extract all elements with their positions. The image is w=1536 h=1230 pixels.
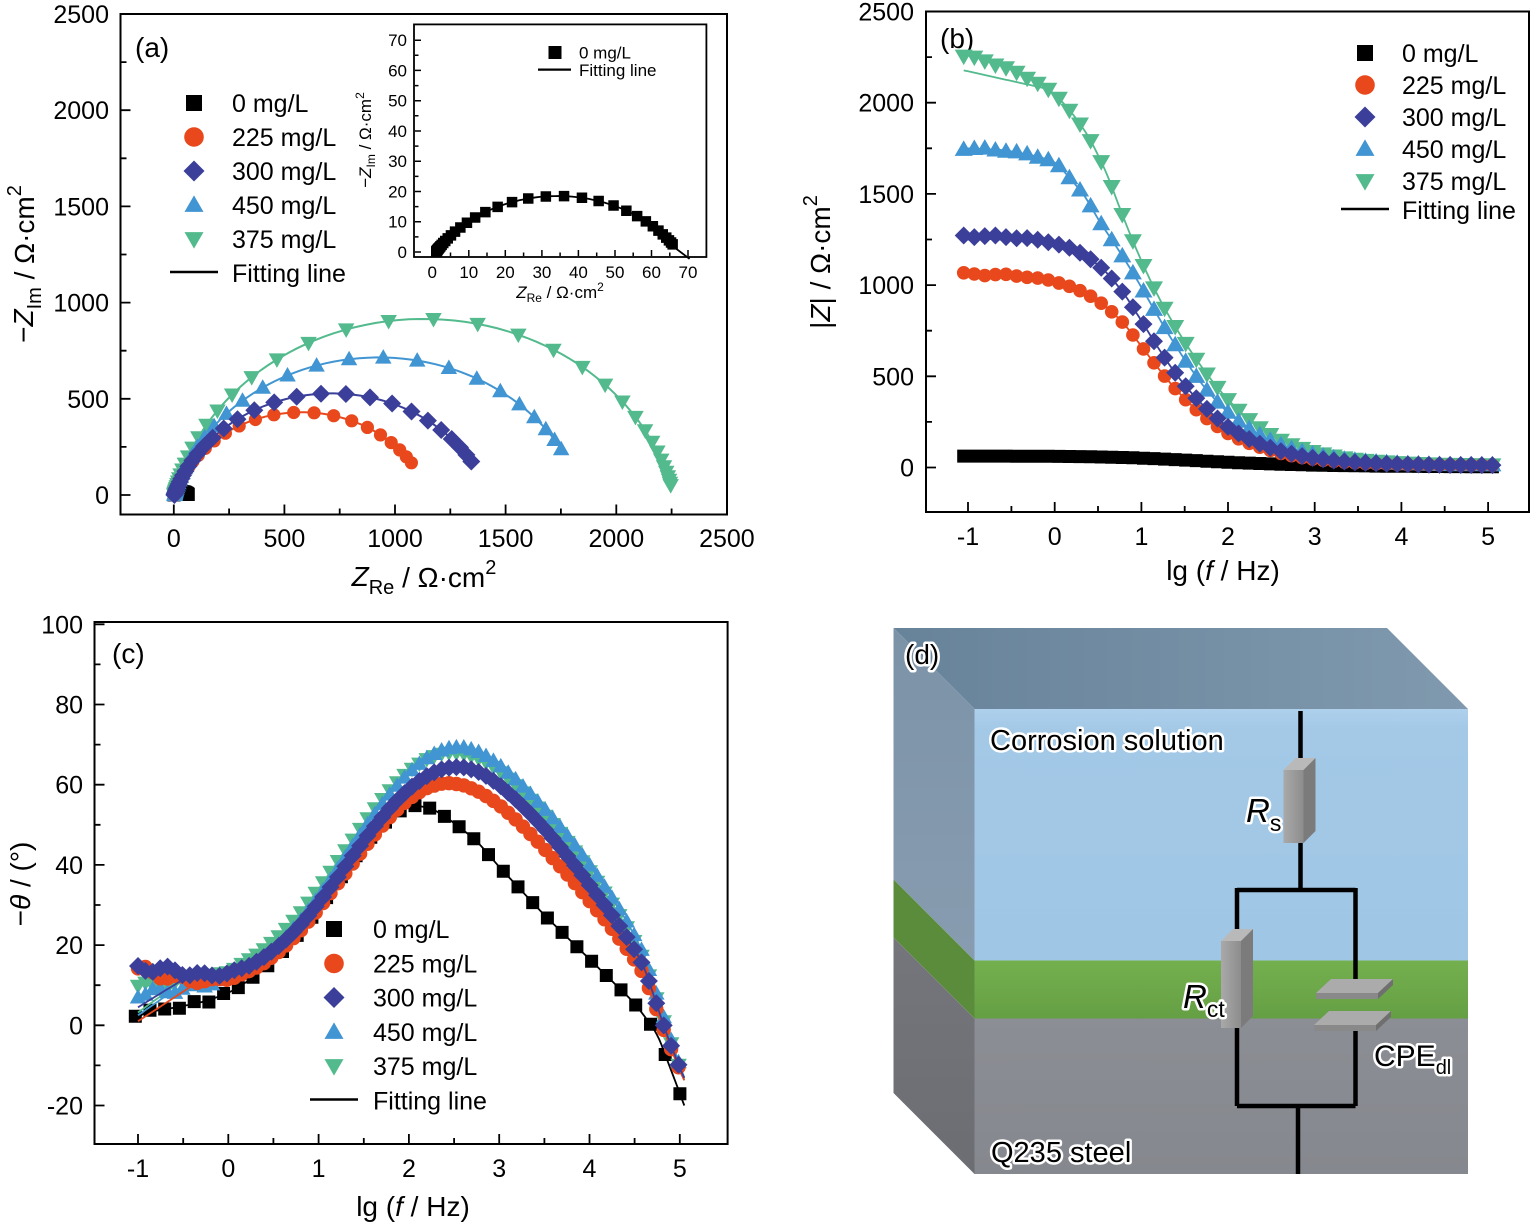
svg-text:30: 30 [388,152,407,171]
svg-text:40: 40 [569,263,588,282]
svg-text:20: 20 [388,183,407,202]
svg-text:5: 5 [1481,523,1495,551]
svg-text:1500: 1500 [53,193,109,221]
svg-text:Fitting line: Fitting line [579,61,656,80]
svg-text:300 mg/L: 300 mg/L [1402,104,1506,132]
svg-text:1000: 1000 [367,525,423,553]
svg-text:300 mg/L: 300 mg/L [373,985,477,1013]
svg-text:0: 0 [167,525,181,553]
svg-text:450 mg/L: 450 mg/L [1402,136,1506,164]
svg-text:0: 0 [900,455,914,483]
svg-text:-1: -1 [127,1155,149,1183]
svg-text:-1: -1 [957,523,979,551]
svg-text:60: 60 [388,61,407,80]
svg-text:10: 10 [388,213,407,232]
svg-text:450 mg/L: 450 mg/L [373,1019,477,1047]
svg-text:2500: 2500 [53,1,109,29]
svg-text:500: 500 [264,525,306,553]
svg-text:0: 0 [1048,523,1062,551]
svg-text:lg (f / Hz): lg (f / Hz) [1166,555,1280,586]
svg-text:(d): (d) [905,639,939,670]
svg-text:0: 0 [95,482,109,510]
svg-text:(b): (b) [940,23,974,54]
svg-text:1500: 1500 [858,181,914,209]
svg-text:0: 0 [398,243,407,262]
svg-text:300 mg/L: 300 mg/L [232,158,336,186]
svg-text:225 mg/L: 225 mg/L [373,951,477,979]
svg-text:1000: 1000 [858,272,914,300]
svg-text:Fitting line: Fitting line [373,1088,487,1116]
svg-text:−θ / (°): −θ / (°) [5,842,36,927]
svg-text:Rs: Rs [1246,792,1281,836]
svg-text:0: 0 [427,263,436,282]
svg-text:100: 100 [41,611,83,639]
svg-text:50: 50 [388,92,407,111]
svg-text:0 mg/L: 0 mg/L [373,916,450,944]
svg-text:lg (f / Hz): lg (f / Hz) [356,1191,470,1222]
svg-text:20: 20 [55,932,83,960]
svg-text:1: 1 [312,1155,326,1183]
svg-text:40: 40 [388,122,407,141]
svg-text:50: 50 [606,263,625,282]
svg-text:2500: 2500 [858,0,914,27]
svg-text:Q235 steel: Q235 steel [991,1137,1131,1169]
svg-text:-20: -20 [47,1093,83,1121]
svg-text:2000: 2000 [53,97,109,125]
svg-text:70: 70 [679,263,698,282]
svg-text:(a): (a) [135,32,169,63]
svg-text:375 mg/L: 375 mg/L [373,1053,477,1081]
svg-text:0: 0 [69,1012,83,1040]
svg-text:3: 3 [1308,523,1322,551]
svg-text:(c): (c) [112,638,145,669]
svg-text:225 mg/L: 225 mg/L [232,124,336,152]
svg-text:0 mg/L: 0 mg/L [1402,40,1479,68]
svg-text:80: 80 [55,692,83,720]
svg-text:0 mg/L: 0 mg/L [232,90,309,118]
svg-text:1: 1 [1134,523,1148,551]
svg-text:2: 2 [402,1155,416,1183]
svg-text:20: 20 [496,263,515,282]
svg-text:1500: 1500 [478,525,534,553]
svg-text:−ZIm / Ω·cm2: −ZIm / Ω·cm2 [353,92,378,188]
svg-text:375 mg/L: 375 mg/L [1402,168,1506,196]
svg-text:1000: 1000 [53,290,109,318]
svg-text:2000: 2000 [858,90,914,118]
svg-text:Rs: Rs [1246,792,1281,836]
svg-text:500: 500 [67,386,109,414]
svg-text:Rct: Rct [1183,978,1225,1022]
svg-text:ZRe / Ω·cm2: ZRe / Ω·cm2 [351,557,497,599]
svg-text:30: 30 [532,263,551,282]
svg-text:Rct: Rct [1183,978,1225,1022]
svg-text:Q235 steel: Q235 steel [991,1137,1131,1169]
svg-text:500: 500 [872,363,914,391]
svg-text:40: 40 [55,852,83,880]
svg-text:2000: 2000 [588,525,644,553]
svg-text:Fitting line: Fitting line [232,260,346,288]
svg-text:60: 60 [55,772,83,800]
svg-text:ZRe / Ω·cm2: ZRe / Ω·cm2 [515,280,604,305]
svg-text:Fitting line: Fitting line [1402,197,1516,225]
svg-text:4: 4 [1394,523,1408,551]
svg-text:2: 2 [1221,523,1235,551]
svg-text:3: 3 [492,1155,506,1183]
svg-text:4: 4 [583,1155,597,1183]
svg-text:70: 70 [388,31,407,50]
svg-text:375 mg/L: 375 mg/L [232,226,336,254]
svg-text:10: 10 [459,263,478,282]
svg-text:Corrosion solution: Corrosion solution [990,725,1224,757]
svg-text:0 mg/L: 0 mg/L [579,44,631,63]
svg-text:2500: 2500 [699,525,755,553]
svg-text:225 mg/L: 225 mg/L [1402,72,1506,100]
svg-text:0: 0 [221,1155,235,1183]
svg-text:450 mg/L: 450 mg/L [232,192,336,220]
svg-text:Corrosion solution: Corrosion solution [990,725,1224,757]
svg-text:60: 60 [642,263,661,282]
svg-text:CPEdl: CPEdl [1374,1040,1451,1079]
svg-text:5: 5 [673,1155,687,1183]
svg-text:(d): (d) [905,639,939,670]
svg-text:|Z| / Ω·cm2: |Z| / Ω·cm2 [800,195,836,329]
